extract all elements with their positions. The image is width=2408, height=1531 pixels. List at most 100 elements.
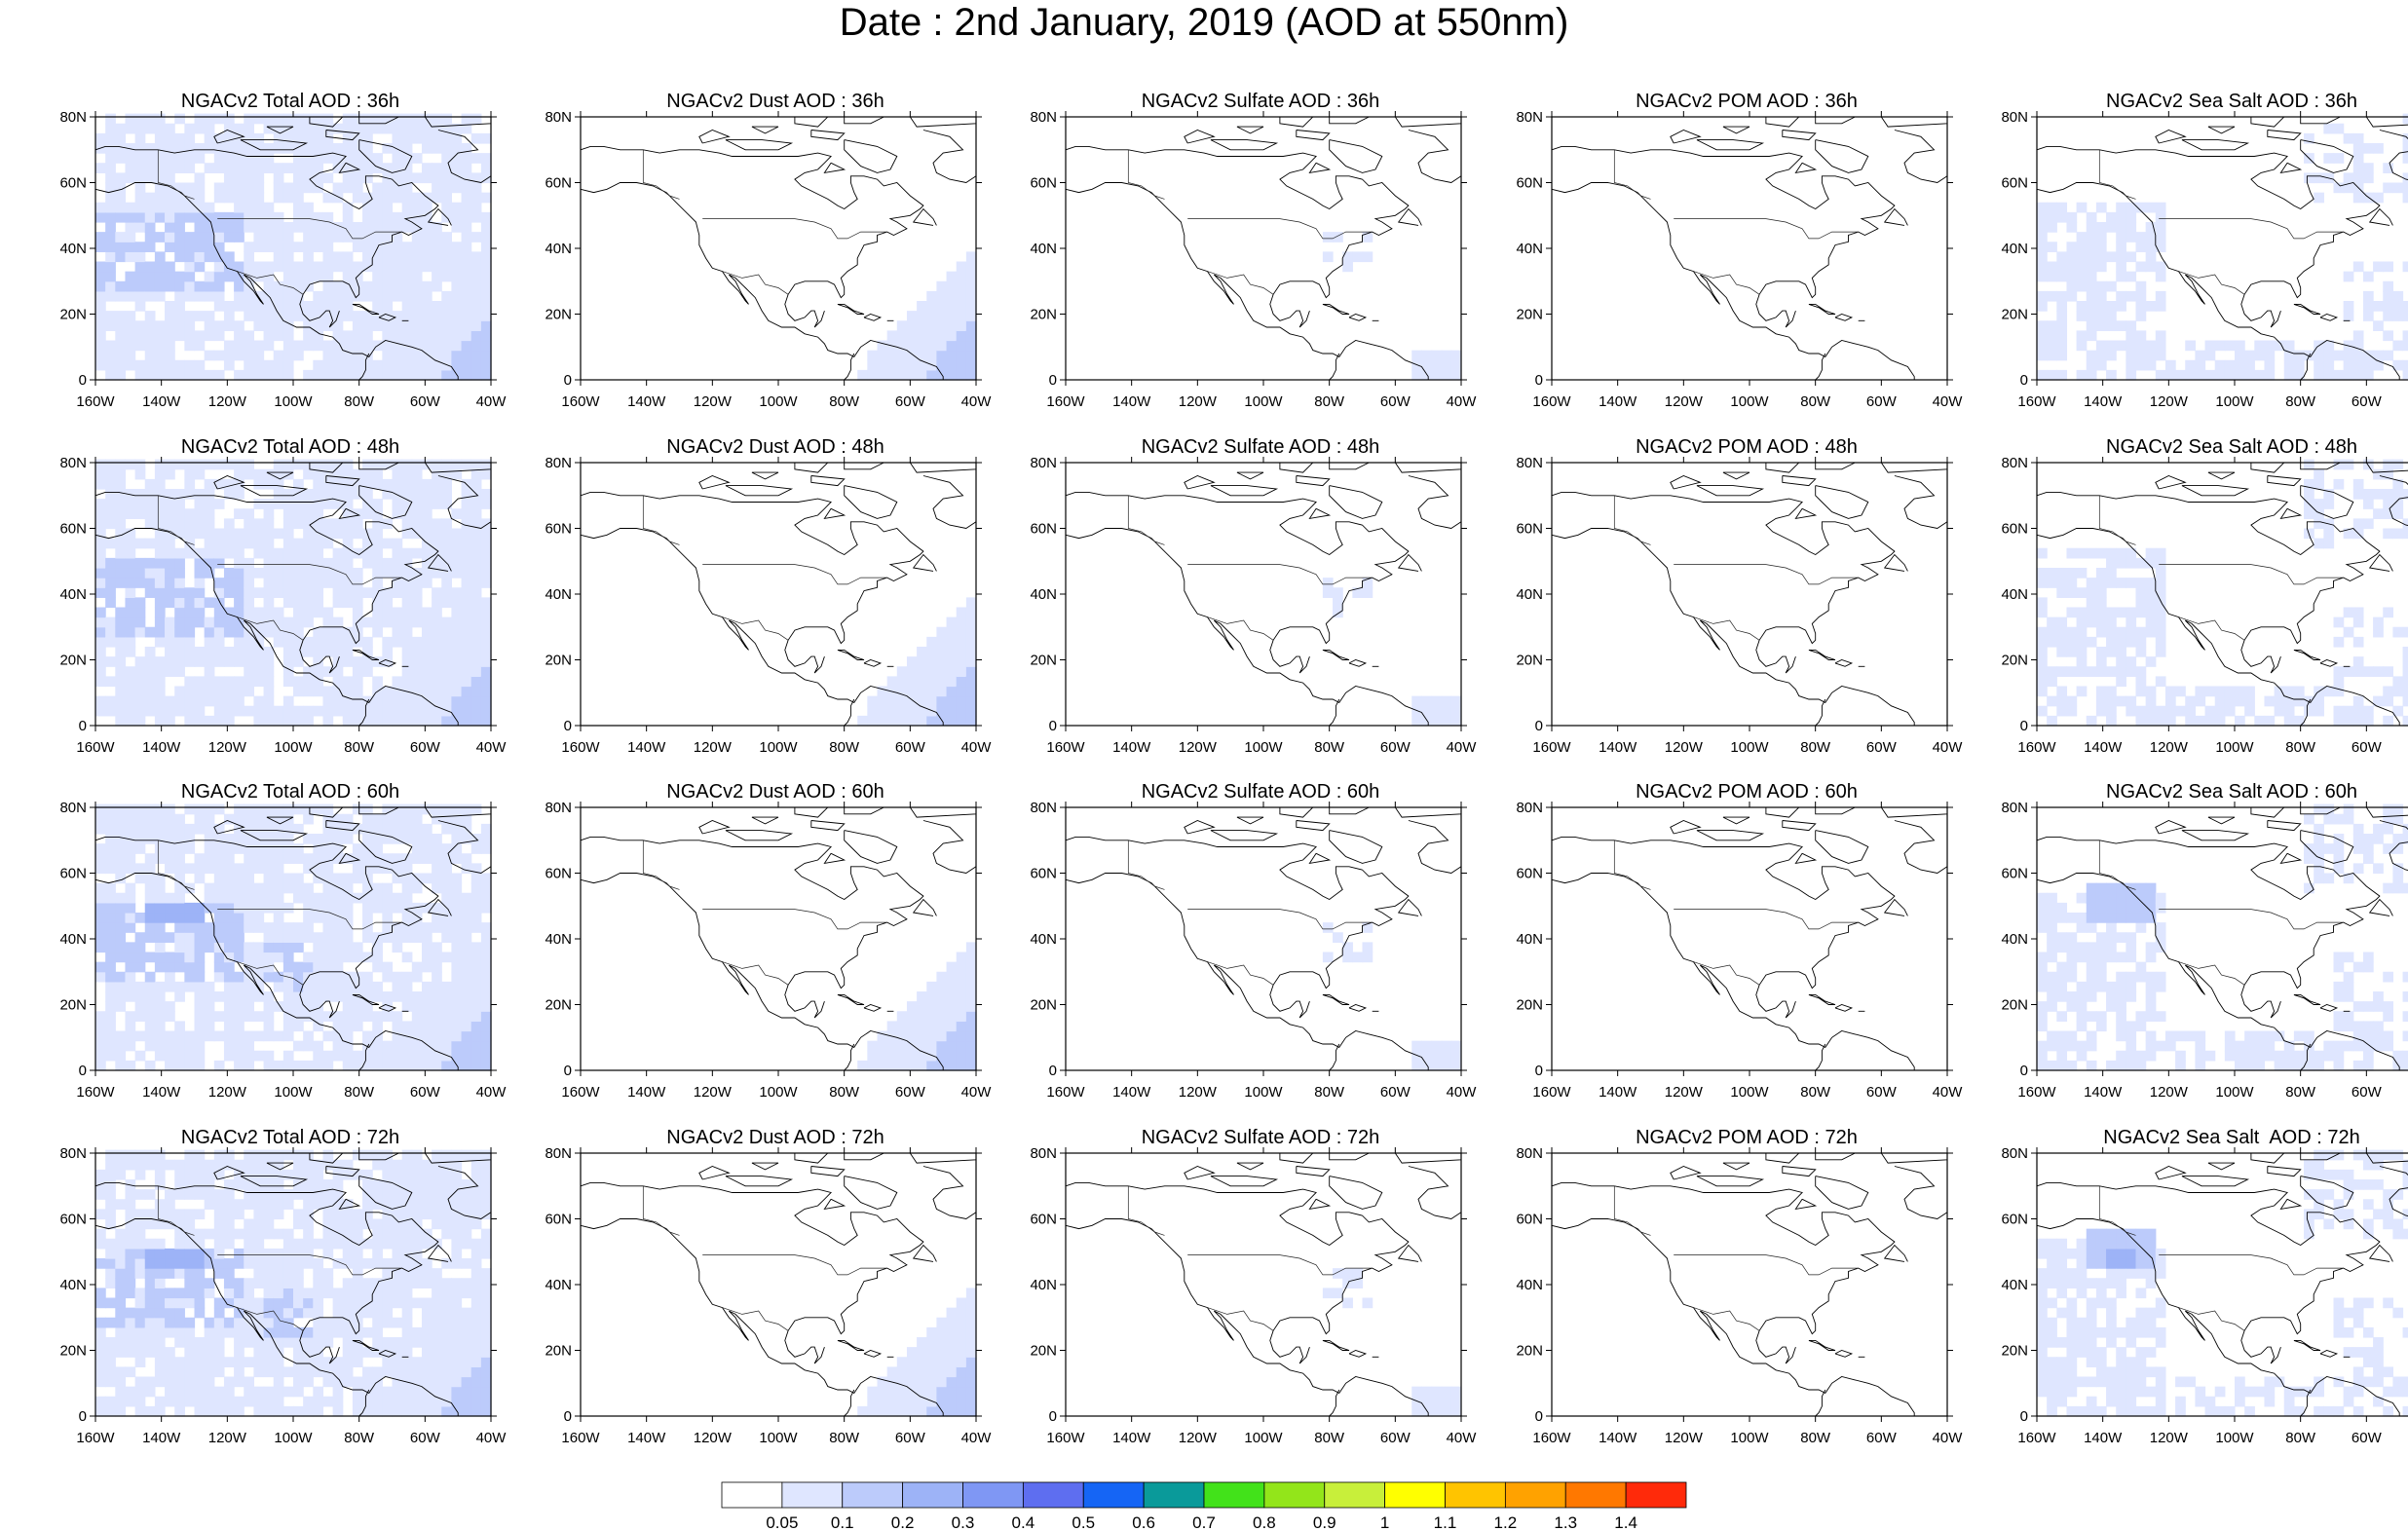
panel-title: NGACv2 Total AOD : 60h — [180, 781, 400, 803]
lat-tick-label: 40N — [59, 241, 87, 257]
coastlines — [1551, 116, 1948, 381]
colorbar-label: 1.4 — [1614, 1513, 1637, 1531]
country-borders — [1613, 840, 1859, 986]
aod-fill — [95, 113, 492, 381]
lon-tick-label: 80W — [344, 1430, 375, 1446]
lon-tick-label: 140W — [627, 393, 666, 410]
lat-tick-label: 80N — [1030, 109, 1057, 126]
map-panel: 020N40N60N80N160W140W120W100W80W60W40WNG… — [1988, 1126, 2408, 1447]
lon-tick-label: 140W — [1112, 1084, 1151, 1101]
lon-tick-label: 40W — [1447, 739, 1478, 756]
lon-tick-label: 120W — [1665, 739, 1704, 756]
country-borders — [1127, 495, 1373, 641]
colorbar-swatch — [1625, 1481, 1687, 1509]
coastlines — [1065, 1152, 1462, 1417]
lat-tick-label: 80N — [2001, 455, 2028, 471]
lon-tick-label: 100W — [1730, 393, 1769, 410]
lon-tick-label: 140W — [2084, 739, 2123, 756]
lat-tick-label: 0 — [1535, 1408, 1543, 1425]
lat-tick-label: 40N — [545, 931, 572, 948]
lat-tick-label: 40N — [59, 931, 87, 948]
lon-tick-label: 120W — [1179, 739, 1218, 756]
lon-tick-label: 120W — [694, 393, 733, 410]
lat-tick-label: 60N — [2001, 521, 2028, 538]
lat-tick-label: 20N — [59, 997, 87, 1014]
lon-tick-label: 100W — [274, 739, 313, 756]
colorbar-swatch — [1564, 1481, 1627, 1509]
map-plot: 0 20N 40N 60N 80N 160W 140W 120W 100W 80W 60W 40W — [545, 800, 992, 1101]
lon-tick-label: 160W — [1046, 739, 1085, 756]
lon-tick-label: 160W — [561, 1430, 600, 1446]
country-borders — [1127, 1185, 1373, 1331]
lon-tick-label: 80W — [1800, 393, 1831, 410]
lon-tick-label: 100W — [2215, 1084, 2254, 1101]
aod-fill — [857, 942, 977, 1071]
lon-tick-label: 100W — [2215, 1430, 2254, 1446]
lat-tick-label: 80N — [545, 109, 572, 126]
lat-tick-label: 80N — [545, 455, 572, 471]
lat-tick-label: 20N — [1030, 307, 1057, 323]
lon-tick-label: 60W — [895, 1084, 926, 1101]
lat-tick-label: 80N — [1516, 109, 1543, 126]
lon-tick-label: 100W — [274, 393, 313, 410]
panel-title: NGACv2 Sea Salt AOD : 36h — [2106, 91, 2357, 112]
lat-tick-label: 60N — [2001, 175, 2028, 192]
lon-tick-label: 120W — [208, 739, 247, 756]
lat-tick-label: 40N — [1516, 586, 1543, 603]
country-borders — [2098, 149, 2344, 295]
lon-tick-label: 140W — [142, 393, 181, 410]
lat-tick-label: 60N — [545, 175, 572, 192]
lon-tick-label: 60W — [1866, 1430, 1898, 1446]
lon-tick-label: 80W — [344, 393, 375, 410]
colorbar-swatch — [1445, 1481, 1506, 1509]
country-borders — [2098, 840, 2344, 986]
lat-tick-label: 60N — [545, 866, 572, 882]
colorbar-swatch — [1022, 1481, 1084, 1509]
lat-tick-label: 60N — [59, 175, 87, 192]
coastlines — [94, 1152, 492, 1417]
lon-tick-label: 80W — [2285, 1084, 2316, 1101]
lat-tick-label: 0 — [1535, 1063, 1543, 1079]
lon-tick-label: 100W — [1244, 739, 1283, 756]
lat-tick-label: 80N — [59, 1145, 87, 1162]
lon-tick-label: 160W — [561, 393, 600, 410]
lat-tick-label: 20N — [1516, 1343, 1543, 1360]
coastlines — [2036, 462, 2408, 727]
map-plot: 0 20N 40N 60N 80N 160W 140W 120W 100W 80W 60W 40W — [1030, 800, 1477, 1101]
lon-tick-label: 120W — [1665, 1430, 1704, 1446]
lon-tick-label: 60W — [1380, 1430, 1411, 1446]
country-borders — [642, 840, 887, 986]
lat-tick-label: 20N — [545, 653, 572, 669]
lat-tick-label: 60N — [1516, 1212, 1543, 1228]
lat-tick-label: 20N — [59, 653, 87, 669]
coastlines — [1065, 462, 1462, 727]
lon-tick-label: 40W — [961, 393, 993, 410]
lat-tick-label: 0 — [2020, 718, 2028, 734]
lon-tick-label: 60W — [410, 393, 441, 410]
lat-tick-label: 80N — [545, 800, 572, 816]
colorbar-label: 0.7 — [1192, 1513, 1216, 1531]
lon-tick-label: 40W — [1447, 1430, 1478, 1446]
lon-tick-label: 40W — [961, 739, 993, 756]
panel-title: NGACv2 Sulfate AOD : 48h — [1141, 436, 1380, 458]
country-borders — [1613, 495, 1859, 641]
aod-fill — [1322, 578, 1462, 727]
colorbar-label: 0.1 — [831, 1513, 854, 1531]
panel-title: NGACv2 Total AOD : 72h — [180, 1127, 400, 1148]
coastlines — [1551, 1152, 1948, 1417]
lat-tick-label: 60N — [545, 1212, 572, 1228]
lon-tick-label: 100W — [1730, 739, 1769, 756]
country-borders — [157, 149, 402, 295]
colorbar-label: 0.5 — [1072, 1513, 1095, 1531]
lon-tick-label: 100W — [1244, 1430, 1283, 1446]
lat-tick-label: 80N — [1516, 455, 1543, 471]
coastlines — [94, 806, 492, 1071]
lon-tick-label: 120W — [208, 393, 247, 410]
